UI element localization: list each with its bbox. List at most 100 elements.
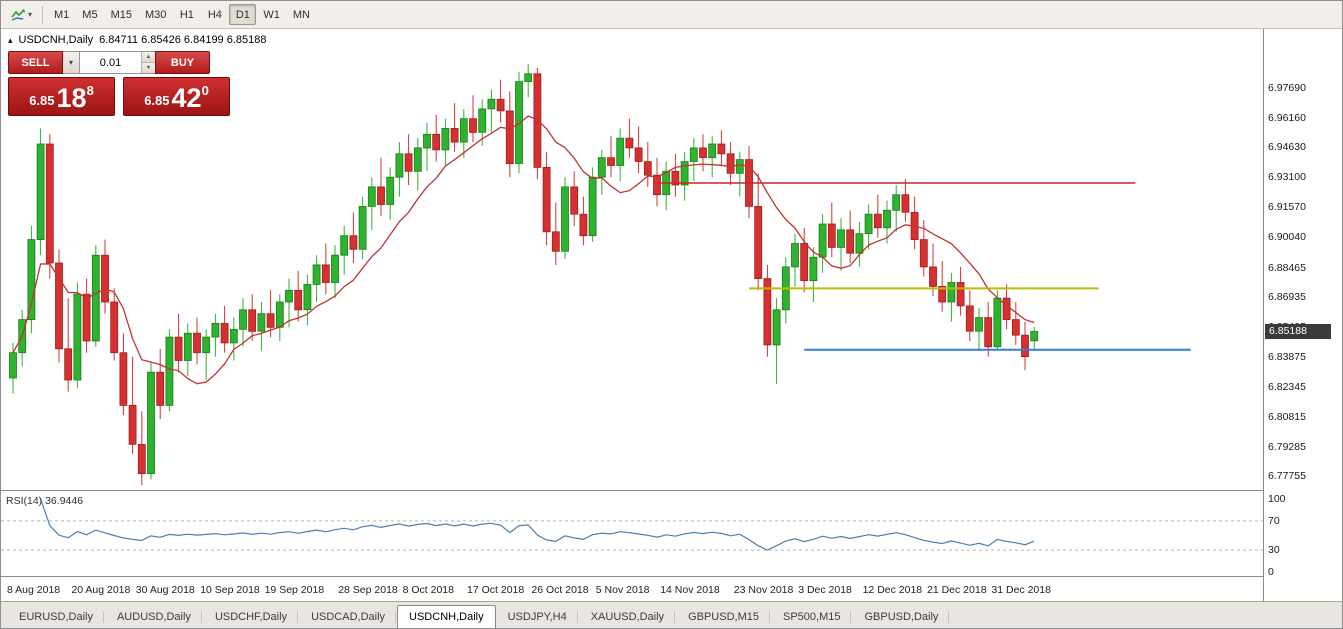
chart-tab-usdcad[interactable]: USDCAD,Daily	[299, 605, 397, 628]
candle-body-up	[73, 293, 82, 381]
timeframe-group: M1 M5 M15 M30 H1 H4 D1 W1 MN	[48, 4, 316, 25]
moving-average-line	[12, 115, 1035, 385]
candle-body-down	[45, 143, 54, 264]
candle-body-down	[321, 264, 330, 283]
candle-body-down	[634, 147, 643, 162]
candle-body-up	[515, 81, 523, 164]
time-axis-label: 23 Nov 2018	[733, 584, 794, 596]
candle-body-down	[193, 332, 201, 354]
candle-body-down	[101, 254, 109, 303]
timeframe-button-w1[interactable]: W1	[263, 8, 280, 21]
candle-body-up	[202, 336, 211, 354]
buy-price-pip: 0	[201, 83, 209, 98]
chart-tab-gbpusd[interactable]: GBPUSD,M15	[676, 605, 771, 628]
candle-body-down	[643, 161, 652, 176]
time-axis-label: 3 Dec 2018	[798, 584, 852, 596]
timeframe-button-m30[interactable]: M30	[144, 8, 167, 21]
time-axis-label: 28 Sep 2018	[338, 584, 398, 596]
candle-body-down	[137, 443, 146, 474]
candle-body-down	[873, 213, 882, 229]
chart-tab-eurusd[interactable]: EURUSD,Daily	[7, 605, 105, 628]
top-toolbar: ▾ M1 M5 M15 M30 H1 H4 D1 W1 MN	[1, 1, 1342, 29]
candle-body-down	[432, 133, 441, 151]
sell-price-big: 18	[56, 83, 87, 113]
candle-body-up	[947, 282, 956, 303]
timeframe-button-d1[interactable]: D1	[229, 4, 257, 25]
price-scale-label: 6.83875	[1268, 351, 1306, 364]
candle-body-down	[699, 147, 707, 159]
candle-body-down	[119, 352, 128, 406]
time-axis-label: 30 Aug 2018	[135, 584, 195, 596]
price-scale-label: 6.90040	[1268, 230, 1306, 243]
one-click-toggle-icon[interactable]: ▴	[8, 34, 13, 45]
buy-button[interactable]: BUY	[155, 51, 210, 74]
volume-down-icon[interactable]: ▼	[142, 63, 155, 73]
candle-body-up	[708, 143, 717, 159]
chart-tab-usdcnh[interactable]: USDCNH,Daily	[397, 605, 496, 628]
volume-dropdown-icon[interactable]: ▾	[63, 51, 80, 74]
chart-tab-xauusd[interactable]: XAUUSD,Daily	[579, 605, 676, 628]
candle-body-up	[459, 118, 468, 143]
time-axis-label: 31 Dec 2018	[991, 584, 1051, 596]
candle-body-down	[763, 278, 772, 346]
timeframe-button-mn[interactable]: MN	[292, 8, 310, 21]
buy-price-button[interactable]: 6.85 42 0	[123, 77, 230, 116]
candle-body-down	[625, 137, 634, 149]
candle-body-up	[441, 128, 450, 151]
candle-body-down	[653, 174, 661, 196]
rsi-scale-label: 0	[1268, 566, 1274, 578]
time-axis-label: 14 Nov 2018	[660, 584, 720, 596]
candle-body-up	[680, 161, 689, 186]
candle-body-up	[358, 205, 367, 250]
chart-tools-button[interactable]: ▾	[5, 4, 37, 26]
candle-body-up	[331, 254, 339, 283]
time-axis-label: 5 Nov 2018	[595, 584, 650, 596]
candle-body-down	[450, 128, 459, 143]
sell-price-button[interactable]: 6.85 18 8	[8, 77, 115, 116]
timeframe-button-m15[interactable]: M15	[110, 8, 132, 21]
candle-body-up	[837, 229, 845, 248]
timeframe-button-m5[interactable]: M5	[82, 8, 98, 21]
candle-body-down	[1002, 297, 1011, 321]
chart-tab-usdjpy[interactable]: USDJPY,H4	[496, 605, 579, 628]
candle-body-up	[303, 283, 312, 311]
candle-body-up	[367, 186, 376, 207]
timeframe-button-h1[interactable]: H1	[179, 8, 194, 21]
price-scale[interactable]: 6.85188 6.97690 6.96160 6.94630 6.93100 6.91…	[1263, 29, 1342, 601]
main-chart-area[interactable]	[1, 29, 1263, 491]
volume-input[interactable]	[80, 52, 141, 73]
volume-up-icon[interactable]: ▲	[142, 52, 155, 63]
time-axis-label: 17 Oct 2018	[467, 584, 525, 596]
price-scale-label: 6.97690	[1268, 81, 1306, 94]
candle-body-down	[754, 205, 763, 279]
candle-body-up	[772, 309, 781, 346]
candle-body-up	[91, 254, 100, 342]
price-scale-label: 6.86935	[1268, 291, 1306, 304]
candle-body-up	[855, 233, 864, 254]
time-axis[interactable]: 8 Aug 2018 20 Aug 2018 30 Aug 2018 10 Sep 2…	[1, 578, 1263, 601]
rsi-scale-label: 70	[1268, 514, 1280, 527]
volume-field: ▲ ▼	[80, 51, 155, 74]
candle-body-down	[542, 166, 551, 233]
volume-stepper: ▲ ▼	[141, 52, 155, 73]
chart-workspace: ▴ USDCNH,Daily 6.84711 6.85426 6.84199 6…	[1, 29, 1342, 601]
candle-body-up	[993, 297, 1002, 348]
rsi-panel[interactable]: RSI(14) 36.9446	[1, 492, 1263, 577]
candle-body-down	[55, 262, 63, 350]
candle-body-up	[597, 157, 606, 178]
chart-tab-gbpusd[interactable]: GBPUSD,Daily	[852, 605, 950, 628]
chart-ohlc-values: 6.84711 6.85426 6.84199 6.85188	[99, 34, 267, 46]
rsi-chart-svg[interactable]	[1, 492, 1263, 577]
timeframe-button-m1[interactable]: M1	[54, 8, 70, 21]
chart-tab-sp500[interactable]: SP500,M15	[771, 605, 852, 628]
candle-body-down	[929, 266, 937, 287]
chart-tab-audusd[interactable]: AUDUSD,Daily	[105, 605, 203, 628]
timeframe-button-h4[interactable]: H4	[207, 8, 222, 21]
price-scale-label: 6.94630	[1268, 141, 1306, 154]
price-scale-label: 6.80815	[1268, 410, 1306, 423]
chart-tab-usdchf[interactable]: USDCHF,Daily	[203, 605, 299, 628]
sell-button[interactable]: SELL	[8, 51, 63, 74]
price-scale-label: 6.93100	[1268, 171, 1306, 184]
main-chart-svg[interactable]	[1, 29, 1263, 491]
